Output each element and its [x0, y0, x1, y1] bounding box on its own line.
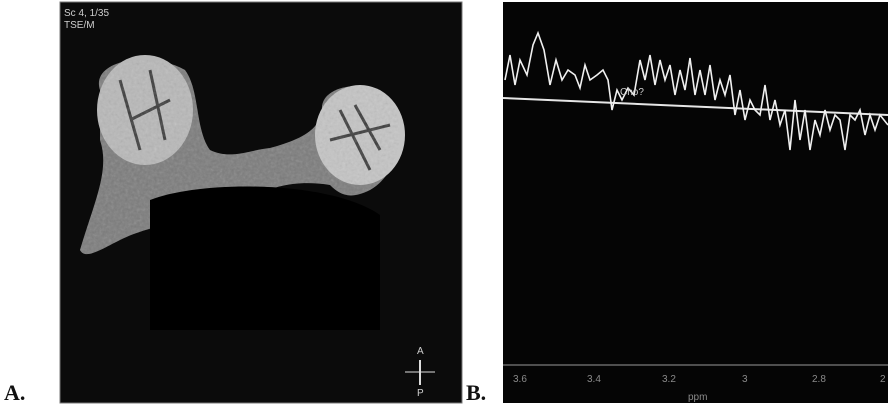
orient-label: P: [417, 388, 424, 399]
tick-label: 3.6: [513, 374, 527, 385]
spectrum-trace: [504, 30, 888, 151]
panel-letter: A.: [4, 380, 25, 405]
chest: [150, 186, 380, 330]
tick-label: 3: [742, 374, 748, 385]
spectrum-panel: Cho? 3.6 3.4 3.2 3 2.8 2 ppm: [502, 2, 888, 403]
scan-info: Sc 4, 1/35: [64, 8, 109, 19]
tick-label: 2: [880, 374, 886, 385]
panel-letter: B.: [466, 380, 486, 405]
orient-label: A: [417, 346, 424, 357]
sequence: TSE/M: [64, 20, 95, 31]
spectrum-frame: [503, 2, 888, 403]
peak-annotation: Cho?: [620, 87, 644, 98]
tick-label: 2.8: [812, 374, 826, 385]
tick-label: 3.4: [587, 374, 601, 385]
axis-label: ppm: [688, 392, 707, 403]
tick-label: 3.2: [662, 374, 676, 385]
mri-panel: Sc 4, 1/35 TSE/M A P: [59, 1, 463, 404]
